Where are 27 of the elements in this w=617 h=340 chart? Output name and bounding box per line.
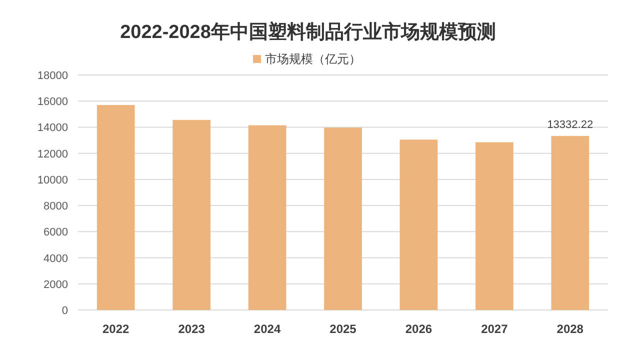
bar (324, 128, 362, 310)
y-tick-label: 8000 (44, 200, 68, 213)
y-tick-label: 4000 (44, 252, 68, 265)
data-label: 13332.22 (547, 118, 594, 131)
y-tick-label: 12000 (37, 148, 68, 160)
bar (476, 142, 514, 310)
x-tick-label: 2025 (330, 322, 357, 336)
x-tick-label: 2024 (254, 322, 281, 336)
y-tick-label: 2000 (44, 278, 68, 291)
y-tick-label: 0 (62, 305, 68, 317)
legend: 市场规模（亿元） (253, 52, 361, 66)
y-tick-label: 16000 (37, 96, 68, 108)
x-tick-label: 2028 (556, 322, 584, 336)
y-tick-label: 18000 (37, 70, 68, 82)
y-tick-label: 14000 (37, 122, 68, 134)
y-tick-label: 10000 (37, 174, 68, 186)
x-tick-label: 2026 (405, 322, 432, 336)
bar (96, 105, 135, 310)
x-tick-label: 2022 (102, 322, 130, 336)
x-tick-label: 2023 (178, 322, 206, 336)
bar (551, 136, 590, 310)
x-tick-label: 2027 (481, 322, 508, 336)
bar (248, 125, 286, 310)
y-tick-label: 6000 (44, 226, 68, 239)
bar (400, 140, 438, 310)
bar (172, 120, 210, 310)
chart-title: 2022-2028年中国塑料制品行业市场规模预测 (120, 21, 496, 43)
